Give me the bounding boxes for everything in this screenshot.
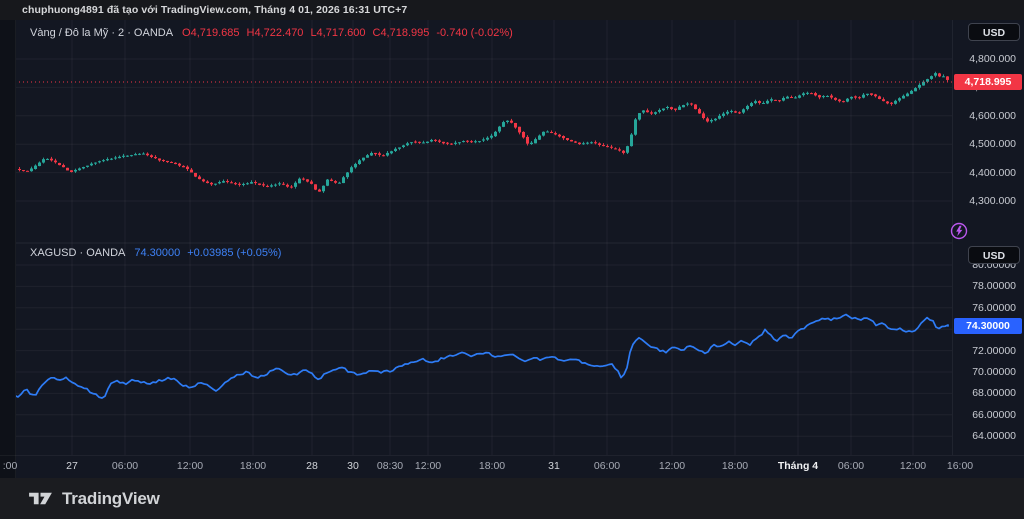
- time-axis-label: 18:00: [478, 460, 506, 472]
- silver-line-series: [14, 313, 949, 399]
- tradingview-brand-text[interactable]: TradingView: [62, 488, 160, 508]
- chart-area[interactable]: Vàng / Đô la Mỹ · 2 · OANDA O4,719.685 H4,…: [0, 20, 1024, 478]
- candlestick-series: [18, 71, 949, 193]
- price-axis-label: 78.00000: [972, 280, 1016, 293]
- time-axis-label: Tháng 4: [777, 460, 819, 472]
- pane1-ohlc-item: H4,722.470: [246, 27, 304, 39]
- pane1-currency-button[interactable]: USD: [968, 23, 1020, 41]
- price-axis-label: 68.00000: [972, 387, 1016, 400]
- tradingview-logo-icon[interactable]: [28, 489, 53, 508]
- pane1-ohlc-item: L4,717.600: [310, 27, 366, 39]
- pane1-legend[interactable]: Vàng / Đô la Mỹ · 2 · OANDA O4,719.685 H4,…: [30, 26, 513, 40]
- time-axis-label: 12:00: [658, 460, 686, 472]
- time-axis[interactable]: [0, 455, 1024, 479]
- price-axis-label: 70.00000: [972, 366, 1016, 378]
- price-axis-label: 4,500.000: [969, 138, 1016, 151]
- pane1-ohlc-values: O4,719.685 H4,722.470 L4,717.600 C4,718.995: [182, 27, 436, 39]
- attribution-bar: chuphuong4891 đã tạo với TradingView.com…: [0, 0, 1024, 20]
- price-axis-label: 4,400.000: [969, 166, 1016, 179]
- time-axis-label: 06:00: [111, 460, 139, 472]
- pane2-currency-button[interactable]: USD: [968, 246, 1020, 264]
- price-axis[interactable]: [952, 20, 1024, 455]
- price-axis-label: 4,600.000: [969, 109, 1016, 122]
- time-axis-label: 16:00: [946, 460, 974, 472]
- pane1-last-price-badge: 4,718.995: [954, 74, 1022, 90]
- time-axis-label: 06:00: [593, 460, 621, 472]
- time-axis-label: 08:30: [376, 460, 404, 472]
- time-axis-label: 18:00: [239, 460, 267, 472]
- left-margin-strip: [0, 20, 16, 478]
- time-axis-label: 12:00: [414, 460, 442, 472]
- pane2-legend[interactable]: XAGUSD · OANDA 74.30000 +0.03985 (+0.05%): [30, 246, 281, 260]
- pane1-ohlc-item: O4,719.685: [182, 27, 240, 39]
- price-axis-label: 4,300.000: [969, 195, 1016, 207]
- attribution-text: chuphuong4891 đã tạo với TradingView.com…: [22, 4, 408, 16]
- price-axis-label: 66.00000: [972, 408, 1016, 421]
- price-axis-label: 4,800.000: [969, 53, 1016, 65]
- pane1-symbol-title[interactable]: Vàng / Đô la Mỹ · 2 · OANDA: [30, 27, 174, 39]
- time-axis-label: 27: [66, 460, 78, 472]
- pane1-change: -0.740 (-0.02%): [436, 27, 513, 39]
- time-axis-label: 12:00: [176, 460, 204, 472]
- pane1-ohlc-item: C4,718.995: [372, 27, 430, 39]
- time-axis-label: 18:00: [721, 460, 749, 472]
- price-axis-label: 76.00000: [972, 301, 1016, 314]
- footer-bar: TradingView: [0, 478, 1024, 519]
- time-axis-label: 31: [548, 460, 560, 472]
- time-axis-label: 30: [347, 460, 359, 472]
- price-axis-label: 72.00000: [972, 344, 1016, 357]
- price-axis-label: 64.00000: [972, 430, 1016, 443]
- pane2-symbol-title[interactable]: XAGUSD · OANDA: [30, 247, 126, 259]
- pane2-last-value: 74.30000: [134, 247, 181, 259]
- time-axis-label: :00: [2, 460, 18, 472]
- pane2-last-price-badge: 74.30000: [954, 317, 1022, 334]
- pane2-change: +0.03985 (+0.05%): [187, 247, 282, 259]
- time-axis-label: 06:00: [837, 460, 865, 472]
- price-chart-canvas[interactable]: [0, 20, 1024, 478]
- time-axis-label: 28: [306, 460, 318, 472]
- gridlines: [0, 20, 952, 455]
- time-axis-label: 12:00: [899, 460, 927, 472]
- flash-boost-icon[interactable]: [948, 220, 970, 242]
